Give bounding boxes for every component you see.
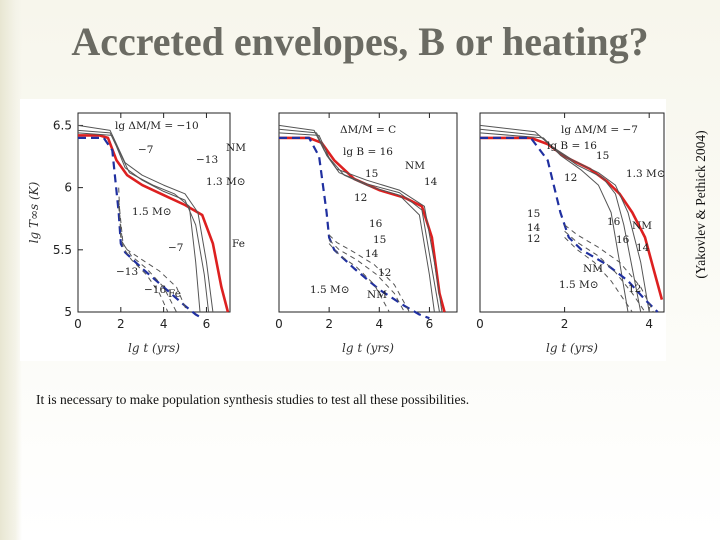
- series-line-thin-3: [278, 132, 435, 313]
- curve-annotation: 1.5 M⊙: [132, 206, 172, 218]
- x-tick-label: 4: [645, 317, 653, 331]
- series-line-bluedash-4: [279, 136, 430, 320]
- x-tick-label: 0: [476, 317, 484, 331]
- curve-annotation: −7: [138, 144, 153, 156]
- curve-annotation: 15: [527, 208, 540, 220]
- curve-annotation: −13: [196, 154, 218, 166]
- x-tick-label: 4: [160, 317, 168, 331]
- y-tick-label: 5: [64, 305, 72, 319]
- panel-middle: 0 2 4 6 ΔM/M = C lg B = 16 15 12 NM 14 16 15 14 12 1.5…: [275, 112, 458, 355]
- curve-annotation: NM: [632, 220, 652, 232]
- curve-annotation: lg ΔM/M = −7: [561, 124, 638, 136]
- curve-annotation: 12: [628, 283, 641, 295]
- y-tick-label: 6: [64, 181, 72, 195]
- curve-annotation: lg B = 16: [547, 140, 597, 152]
- series-line-thin-2: [278, 128, 440, 313]
- series-line-red-0: [279, 136, 446, 313]
- x-axis-title: lg t (yrs): [546, 341, 598, 355]
- curve-annotation: −7: [168, 242, 183, 254]
- x-axis-title: lg t (yrs): [342, 341, 394, 355]
- series-line-dash-5: [118, 187, 188, 313]
- x-tick-label: 4: [375, 317, 383, 331]
- curve-annotation: Fe: [168, 288, 181, 300]
- curve-annotation: NM: [583, 263, 603, 275]
- y-axis-title: lg T∞s (K): [27, 181, 41, 243]
- cooling-curves-figure: 0 2 4 6 5 5.5 6 6.5 lg ΔM/M = −10 −7 −13 NM 1.3 M⊙ 1.…: [20, 99, 666, 361]
- curve-annotation: Fe: [232, 238, 245, 250]
- series-line-dash-6: [328, 239, 405, 313]
- curve-annotation: 12: [378, 267, 391, 279]
- cooling-curves-svg: 0 2 4 6 5 5.5 6 6.5 lg ΔM/M = −10 −7 −13 NM 1.3 M⊙ 1.…: [27, 112, 666, 355]
- curve-annotation: 15: [373, 234, 386, 246]
- series-line-thin-2: [479, 128, 642, 313]
- slide-left-band: [0, 0, 22, 540]
- series-line-thin-3: [77, 132, 201, 313]
- series-line-thin-3: [479, 132, 629, 313]
- curve-annotation: 14: [424, 176, 438, 188]
- curve-annotation: 12: [527, 233, 540, 245]
- x-tick-label: 2: [325, 317, 333, 331]
- curve-annotation: 16: [369, 218, 383, 230]
- curve-annotation: 15: [365, 168, 378, 180]
- curve-annotation: 16: [607, 216, 621, 228]
- x-tick-label: 2: [117, 317, 125, 331]
- curve-annotation: ΔM/M = C: [340, 124, 396, 136]
- curve-annotation: lg B = 16: [343, 146, 393, 158]
- curve-annotation: 1.5 M⊙: [310, 284, 350, 296]
- series-line-dash-7: [328, 243, 390, 313]
- curve-annotation: 15: [596, 150, 609, 162]
- series-line-dash-5: [564, 224, 654, 313]
- y-tick-label: 6.5: [53, 118, 72, 132]
- x-tick-label: 6: [426, 317, 434, 331]
- x-tick-label: 0: [275, 317, 283, 331]
- curve-annotation: NM: [226, 142, 246, 154]
- curve-annotation: 1.3 M⊙: [206, 176, 246, 188]
- figure-credit: (Yakovlev & Pethick 2004): [693, 130, 708, 279]
- curve-annotation: 14: [636, 242, 650, 254]
- series-line-thin-2: [77, 129, 210, 313]
- plot-frame: [479, 112, 665, 313]
- curve-annotation: 1.5 M⊙: [559, 279, 599, 291]
- plot-frame: [77, 112, 231, 313]
- curve-annotation: −16: [144, 284, 166, 296]
- series-line-bluedash-4: [78, 136, 203, 320]
- slide-title: Accreted envelopes, B or heating?: [71, 19, 649, 64]
- curve-annotation: 1.3 M⊙: [626, 168, 666, 180]
- x-tick-label: 2: [561, 317, 569, 331]
- slide-caption: It is necessary to make population synth…: [36, 392, 470, 407]
- curve-annotation: 14: [527, 222, 541, 234]
- y-tick-label: 5.5: [53, 243, 72, 257]
- curve-annotation: NM: [367, 289, 387, 301]
- curve-annotation: 12: [564, 172, 577, 184]
- panel-left: 0 2 4 6 5 5.5 6 6.5 lg ΔM/M = −10 −7 −13 NM 1.3 M⊙ 1.…: [27, 112, 246, 355]
- series-line-red-0: [480, 136, 664, 300]
- x-tick-label: 0: [74, 317, 82, 331]
- curve-annotation: 16: [616, 234, 630, 246]
- curve-annotation: lg ΔM/M = −10: [115, 120, 199, 132]
- curve-annotation: 14: [365, 248, 379, 260]
- x-tick-label: 6: [203, 317, 211, 331]
- curve-annotation: NM: [405, 160, 425, 172]
- x-axis-title: lg t (yrs): [128, 341, 180, 355]
- series-line-thin-1: [278, 124, 443, 313]
- curve-annotation: −13: [116, 266, 138, 278]
- plot-frame: [278, 112, 458, 313]
- series-line-red-0: [78, 134, 230, 313]
- curve-annotation: 12: [354, 192, 367, 204]
- series-line-dash-7: [118, 206, 169, 313]
